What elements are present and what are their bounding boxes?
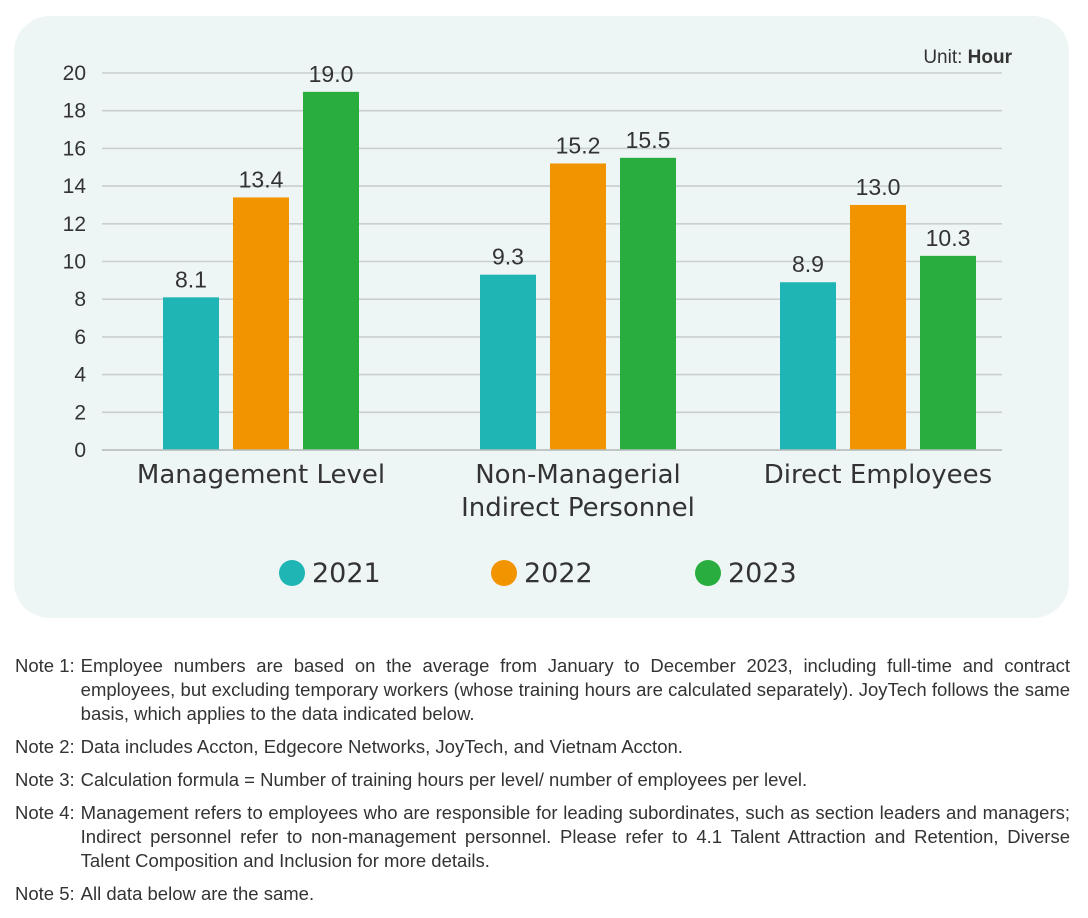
bar-2022: [233, 197, 289, 450]
data-label: 15.5: [626, 127, 671, 153]
legend-label: 2021: [312, 558, 381, 589]
bar-2023: [303, 91, 359, 450]
legend-swatch-2023: [695, 560, 721, 586]
bar-2021: [780, 282, 836, 450]
legend-label: 2023: [728, 558, 797, 589]
data-label: 13.4: [239, 166, 284, 192]
note-1: Note 1: Employee numbers are based on the…: [15, 654, 1070, 726]
chart-panel: Unit: Hour 0 2 4 6 8 10 12 14 16 18 20 8.1 13.4 19.0 M…: [14, 16, 1069, 618]
bar-chart: 0 2 4 6 8 10 12 14 16 18 20 8.1 13.4 19.0 Management L…: [63, 61, 1002, 589]
y-tick-label: 0: [74, 439, 86, 462]
note-4: Note 4: Management refers to employees wh…: [15, 801, 1070, 873]
y-tick-label: 4: [74, 364, 86, 387]
notes-section: Note 1: Employee numbers are based on the…: [15, 654, 1070, 915]
y-tick-label: 20: [63, 62, 86, 85]
category-label: Indirect Personnel: [461, 493, 695, 523]
y-tick-label: 12: [63, 213, 86, 236]
bar-2021: [163, 297, 219, 450]
legend-label: 2022: [524, 558, 593, 589]
category-label: Direct Employees: [764, 460, 992, 490]
bar-2021: [480, 274, 536, 450]
y-tick-label: 14: [63, 175, 87, 198]
bar-2022: [550, 163, 606, 451]
note-label: Note 3:: [15, 769, 75, 790]
note-text: Data includes Accton, Edgecore Networks,…: [80, 736, 683, 757]
data-label: 13.0: [856, 174, 901, 200]
y-tick-label: 18: [63, 100, 86, 123]
data-label: 8.1: [175, 266, 207, 292]
data-label: 15.2: [556, 132, 601, 158]
note-3: Note 3: Calculation formula = Number of t…: [15, 768, 1070, 792]
note-5: Note 5: All data below are the same.: [15, 882, 1070, 906]
category-label: Management Level: [137, 460, 385, 490]
bar-2023: [920, 255, 976, 450]
note-2: Note 2: Data includes Accton, Edgecore Ne…: [15, 735, 1070, 759]
note-text: Management refers to employees who are r…: [80, 802, 1070, 871]
note-label: Note 1:: [15, 655, 75, 676]
bar-2022: [850, 204, 906, 450]
note-text: Employee numbers are based on the averag…: [80, 655, 1070, 724]
category-label: Non-Managerial: [475, 460, 681, 490]
bar-2023: [620, 157, 676, 450]
data-label: 10.3: [926, 225, 971, 251]
data-label: 19.0: [309, 61, 354, 87]
y-tick-label: 10: [63, 251, 86, 274]
y-tick-label: 16: [63, 137, 86, 160]
note-label: Note 2:: [15, 736, 75, 757]
y-tick-label: 6: [74, 326, 86, 349]
unit-value: Hour: [967, 47, 1012, 68]
data-label: 8.9: [792, 251, 824, 277]
y-tick-label: 2: [74, 401, 86, 424]
legend-swatch-2022: [491, 560, 517, 586]
unit-label: Unit: Hour: [923, 47, 1012, 68]
note-label: Note 5:: [15, 883, 75, 904]
note-text: Calculation formula = Number of training…: [80, 769, 808, 790]
y-tick-label: 8: [74, 288, 86, 311]
data-label: 9.3: [492, 244, 524, 270]
legend-swatch-2021: [279, 560, 305, 586]
note-label: Note 4:: [15, 802, 75, 823]
note-text: All data below are the same.: [80, 883, 315, 904]
